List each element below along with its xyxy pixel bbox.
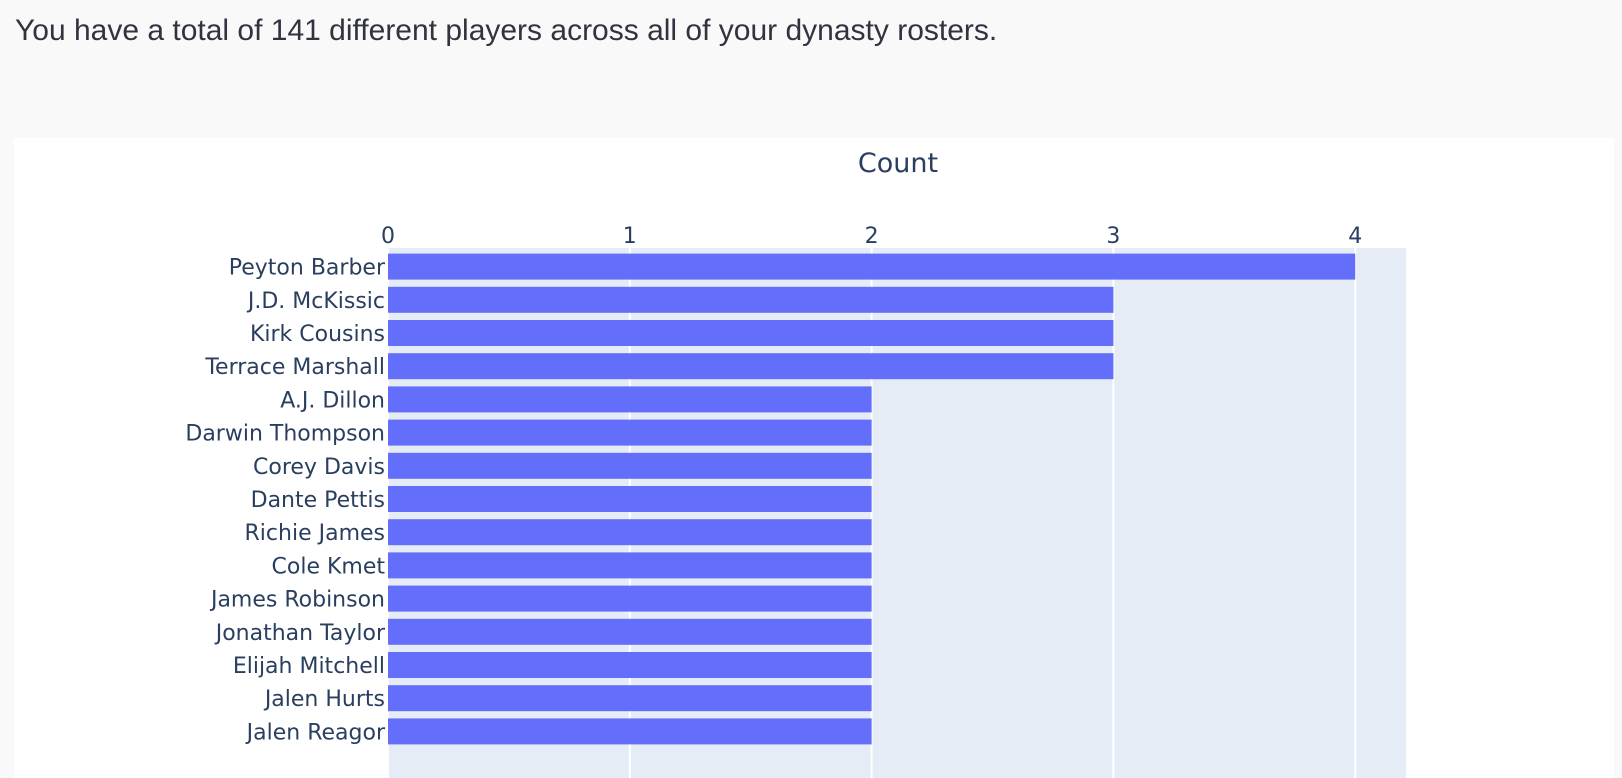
x-tick-label: 0 bbox=[381, 224, 395, 249]
bar-9[interactable] bbox=[388, 552, 872, 578]
y-category-labels: Peyton Barber J.D. McKissic Kirk Cousins Te… bbox=[185, 256, 386, 746]
category-label: Elijah Mitchell bbox=[233, 654, 385, 679]
bar-6[interactable] bbox=[388, 453, 872, 479]
category-label: Jalen Reagor bbox=[245, 720, 386, 745]
bar-11[interactable] bbox=[388, 619, 872, 645]
bar-8[interactable] bbox=[388, 519, 872, 545]
category-label: J.D. McKissic bbox=[246, 289, 385, 314]
horizontal-bar-chart: 0 1 2 3 4 Peyton Barber J.D. McKissic Kirk Cou… bbox=[14, 138, 1614, 778]
bar-7[interactable] bbox=[388, 486, 872, 512]
x-tick-labels: 0 1 2 3 4 bbox=[381, 224, 1362, 249]
category-label: Cole Kmet bbox=[272, 554, 386, 579]
category-label: Richie James bbox=[245, 521, 385, 546]
category-label: Terrace Marshall bbox=[204, 355, 385, 380]
bar-4[interactable] bbox=[388, 386, 872, 412]
bar-1[interactable] bbox=[388, 287, 1113, 313]
category-label: Corey Davis bbox=[253, 455, 385, 480]
bar-0[interactable] bbox=[388, 254, 1355, 280]
category-label: A.J. Dillon bbox=[280, 388, 385, 413]
bar-12[interactable] bbox=[388, 652, 872, 678]
chart-container: 0 1 2 3 4 Peyton Barber J.D. McKissic Kirk Cou… bbox=[14, 138, 1614, 778]
bar-5[interactable] bbox=[388, 420, 872, 446]
category-label: James Robinson bbox=[209, 588, 385, 613]
category-label: Jalen Hurts bbox=[263, 687, 385, 712]
bar-2[interactable] bbox=[388, 320, 1113, 346]
bar-13[interactable] bbox=[388, 685, 872, 711]
category-label: Peyton Barber bbox=[229, 256, 386, 281]
bar-10[interactable] bbox=[388, 586, 872, 612]
x-axis-title: Count bbox=[858, 148, 938, 179]
bar-14[interactable] bbox=[388, 718, 872, 744]
bar-3[interactable] bbox=[388, 353, 1113, 379]
x-tick-label: 1 bbox=[623, 224, 637, 249]
x-tick-label: 2 bbox=[865, 224, 879, 249]
summary-text: You have a total of 141 different player… bbox=[15, 14, 997, 48]
category-label: Darwin Thompson bbox=[185, 422, 385, 447]
category-label: Dante Pettis bbox=[251, 488, 385, 513]
category-label: Kirk Cousins bbox=[250, 322, 385, 347]
category-label: Jonathan Taylor bbox=[214, 621, 386, 646]
x-tick-label: 3 bbox=[1106, 224, 1120, 249]
x-tick-label: 4 bbox=[1348, 224, 1362, 249]
